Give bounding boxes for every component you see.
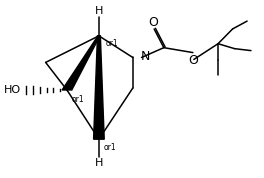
Text: or1: or1 [72,95,84,104]
Text: H: H [95,6,103,16]
Text: O: O [188,54,198,67]
Polygon shape [93,36,104,139]
Text: N: N [140,50,150,63]
Text: H: H [95,158,103,168]
Text: or1: or1 [106,39,118,48]
Text: HO: HO [4,85,21,95]
Text: or1: or1 [104,143,116,152]
Polygon shape [62,36,100,90]
Text: O: O [148,15,158,28]
